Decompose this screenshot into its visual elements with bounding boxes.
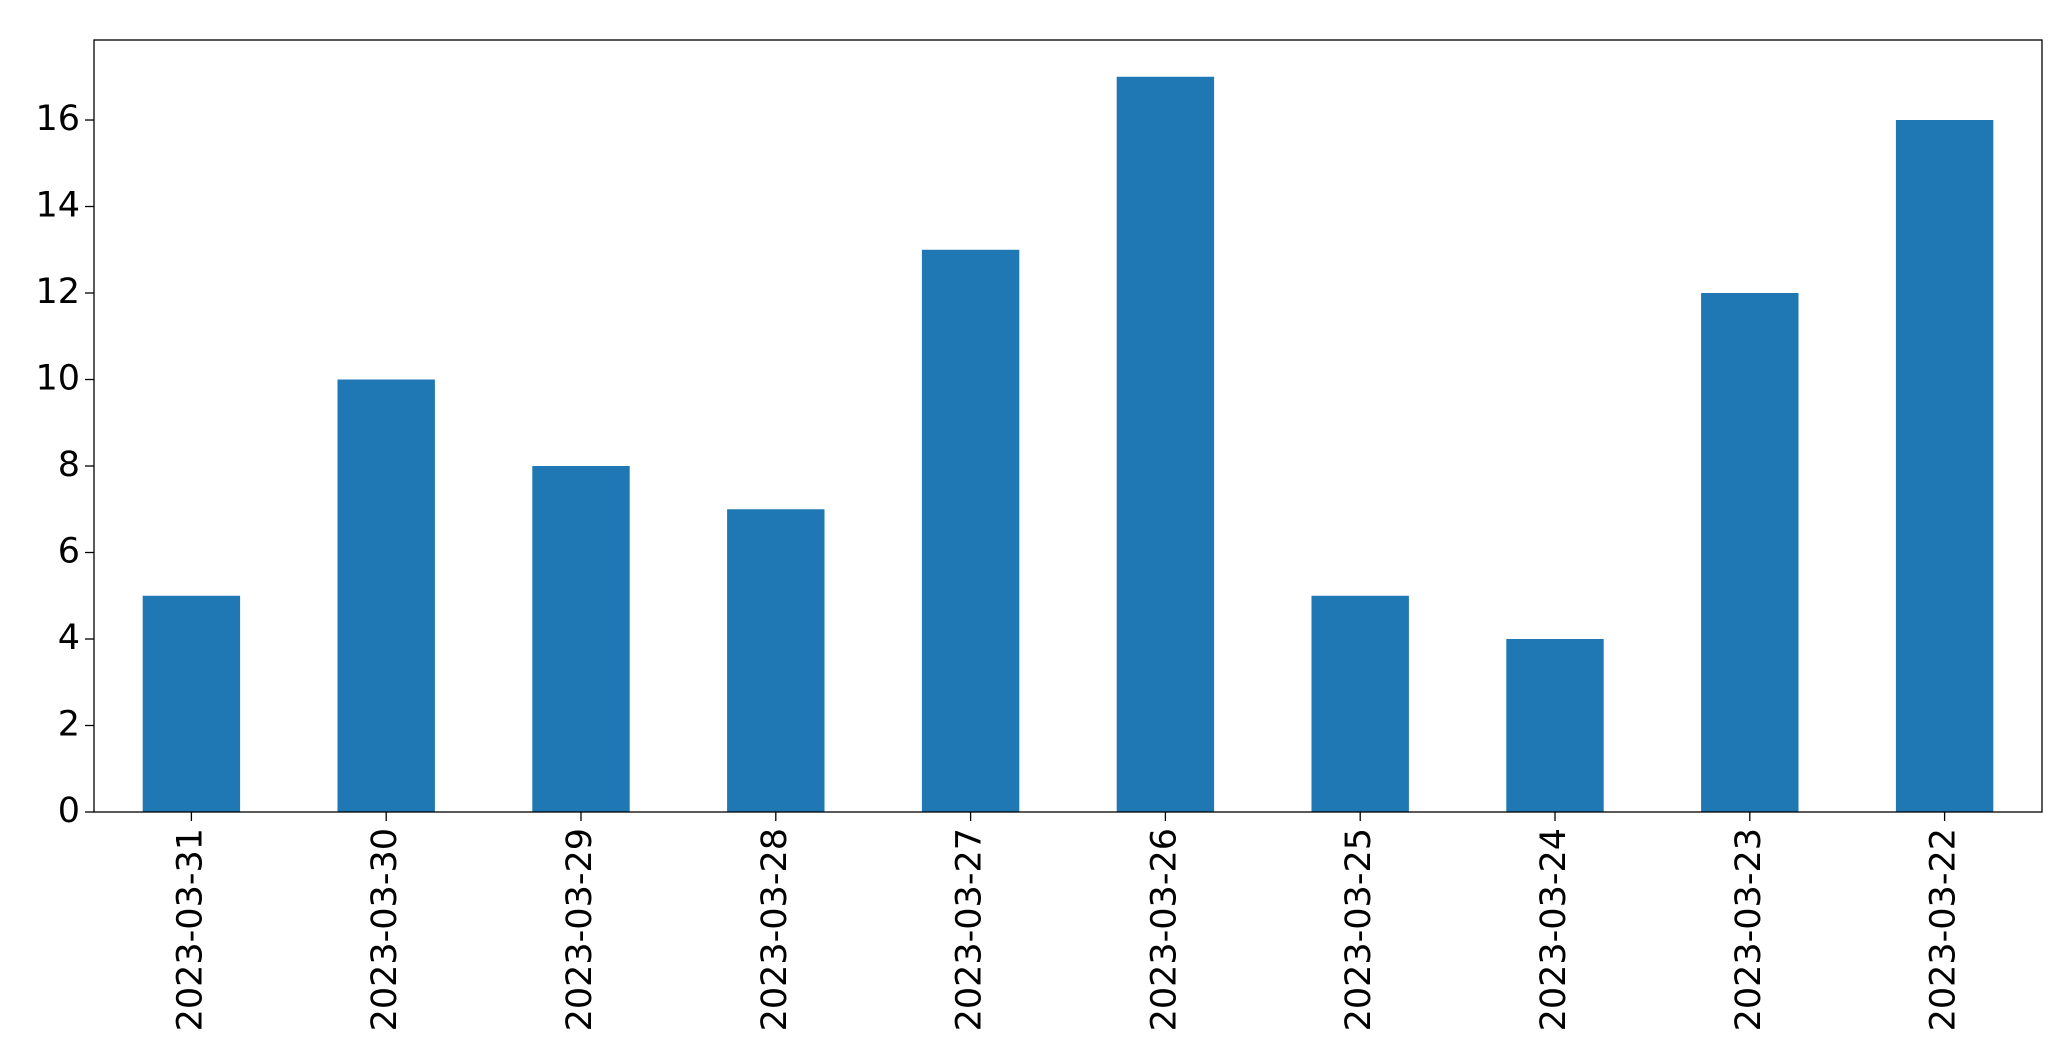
x-tick-label: 2023-03-31 bbox=[170, 828, 210, 1031]
y-tick-label: 16 bbox=[35, 99, 80, 139]
bar bbox=[1506, 639, 1604, 812]
y-tick-label: 8 bbox=[58, 445, 80, 485]
y-tick-label: 12 bbox=[35, 272, 80, 312]
y-tick-label: 14 bbox=[35, 186, 80, 226]
x-tick-label: 2023-03-30 bbox=[365, 828, 405, 1031]
y-tick-label: 0 bbox=[58, 791, 80, 831]
x-tick-label: 2023-03-29 bbox=[560, 828, 600, 1031]
y-tick-label: 4 bbox=[58, 618, 80, 658]
bar bbox=[1701, 293, 1799, 812]
bar bbox=[1311, 595, 1409, 812]
x-tick-label: 2023-03-23 bbox=[1729, 828, 1769, 1031]
bar bbox=[337, 379, 435, 812]
x-tick-label: 2023-03-25 bbox=[1339, 828, 1379, 1031]
bar bbox=[727, 509, 825, 812]
bar bbox=[921, 249, 1020, 813]
x-tick-label: 2023-03-26 bbox=[1144, 828, 1184, 1031]
x-tick-label: 2023-03-22 bbox=[1924, 828, 1964, 1031]
x-tick-label: 2023-03-24 bbox=[1534, 828, 1574, 1031]
bar bbox=[532, 466, 630, 812]
bar bbox=[142, 595, 241, 812]
bar bbox=[1116, 76, 1215, 812]
y-tick-label: 6 bbox=[58, 532, 80, 572]
axes-frame bbox=[93, 39, 2043, 813]
y-tick-label: 2 bbox=[58, 705, 80, 745]
x-tick-label: 2023-03-28 bbox=[755, 828, 795, 1031]
y-tick-label: 10 bbox=[35, 359, 80, 399]
bar bbox=[1895, 120, 1994, 812]
x-tick-label: 2023-03-27 bbox=[950, 828, 990, 1031]
